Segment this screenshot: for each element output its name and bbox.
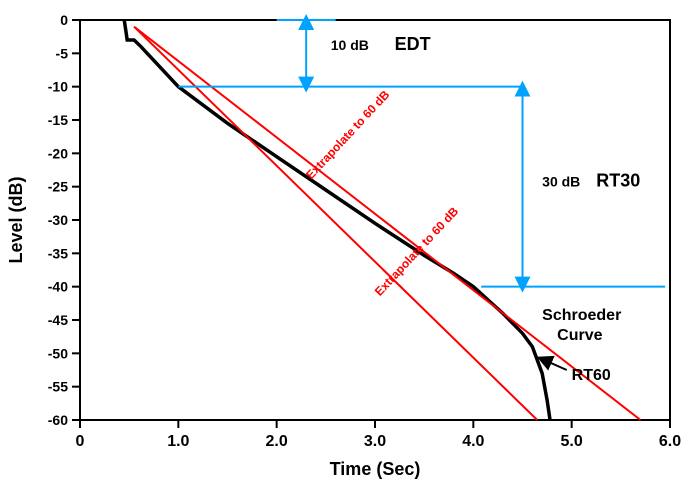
edt-value-text: 10 dB	[331, 37, 369, 53]
x-axis-title: Time (Sec)	[330, 459, 421, 479]
rt60-label: RT60	[572, 367, 611, 384]
x-tick-label: 6.0	[659, 433, 681, 450]
y-tick-label: -5	[56, 45, 69, 61]
x-tick-label: 3.0	[364, 433, 386, 450]
extrapolate-label-2: Extrapolate to 60 dB	[372, 204, 462, 299]
y-tick-label: 0	[60, 12, 68, 28]
schroeder-label-line1: Schroeder	[542, 307, 621, 324]
x-tick-label: 5.0	[561, 433, 583, 450]
y-tick-label: -60	[48, 412, 68, 428]
plot-border	[80, 20, 670, 420]
schroeder-label-line2: Curve	[557, 327, 602, 344]
y-tick-label: -25	[48, 179, 68, 195]
y-tick-label: -20	[48, 145, 68, 161]
y-tick-label: -15	[48, 112, 68, 128]
rt60-arrow	[544, 360, 567, 370]
y-tick-label: -35	[48, 245, 68, 261]
x-tick-label: 1.0	[167, 433, 189, 450]
x-tick-label: 2.0	[266, 433, 288, 450]
rt30-label: RT30	[596, 171, 640, 191]
chart-svg: 0 1.0 2.0 3.0 4.0 5.0 6.0 Time (Sec) 0 -5 -10 -15 -2…	[0, 0, 700, 500]
decay-chart: 0 1.0 2.0 3.0 4.0 5.0 6.0 Time (Sec) 0 -5 -10 -15 -2…	[0, 0, 700, 500]
extrapolate-label-1: Extrapolate to 60 dB	[303, 87, 393, 182]
edt-label: EDT	[395, 34, 431, 54]
y-tick-label: -30	[48, 212, 68, 228]
y-tick-label: -40	[48, 279, 68, 295]
y-tick-label: -50	[48, 345, 68, 361]
y-axis-title: Level (dB)	[6, 176, 26, 263]
y-tick-label: -10	[48, 79, 68, 95]
y-tick-label: -45	[48, 312, 68, 328]
x-tick-label: 0	[76, 433, 85, 450]
x-tick-label: 4.0	[462, 433, 484, 450]
y-tick-label: -55	[48, 379, 68, 395]
rt30-value-text: 30 dB	[542, 174, 580, 190]
